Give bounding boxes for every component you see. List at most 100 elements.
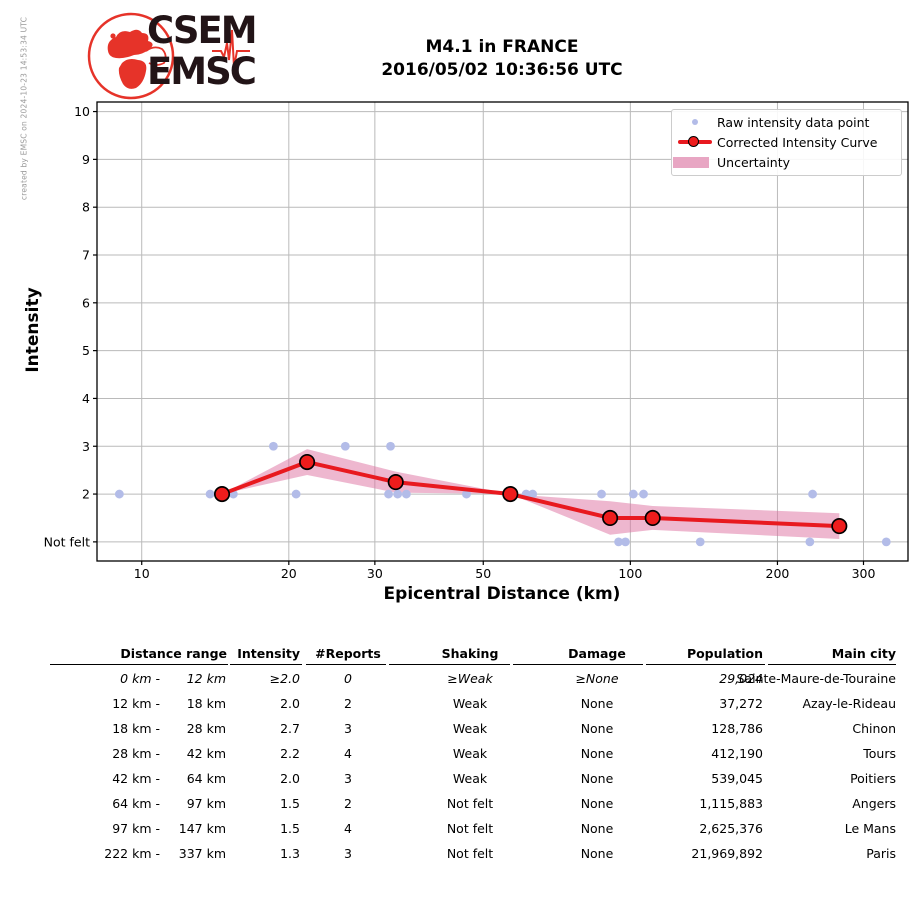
table-cell-intensity: 2.0 bbox=[280, 771, 300, 786]
table-cell-shaking: Not felt bbox=[446, 821, 494, 836]
raw-point bbox=[528, 489, 538, 499]
y-tick-label: 10 bbox=[74, 104, 90, 119]
legend-item-curve: Corrected Intensity Curve bbox=[672, 132, 901, 152]
table-cell-intensity: 1.3 bbox=[280, 846, 300, 861]
raw-point bbox=[621, 537, 630, 547]
x-tick-label: 30 bbox=[367, 566, 383, 581]
table-cell-intensity: 1.5 bbox=[280, 821, 300, 836]
table-cell-shaking: Weak bbox=[452, 721, 488, 736]
legend-label-uncertainty: Uncertainty bbox=[717, 154, 791, 170]
table-header-1: Intensity bbox=[237, 646, 300, 661]
y-tick-label: 8 bbox=[82, 200, 90, 215]
table-cell-reports: 0 bbox=[344, 671, 352, 686]
header-underline bbox=[306, 664, 386, 665]
y-tick-label: Not felt bbox=[44, 534, 90, 549]
raw-point bbox=[597, 489, 606, 499]
raw-point bbox=[695, 537, 705, 547]
table-cell-reports: 3 bbox=[344, 846, 352, 861]
table-cell-damage: None bbox=[580, 721, 614, 736]
table-cell-range-from: 42 km - bbox=[112, 771, 160, 786]
table-cell-range-from: 12 km - bbox=[112, 696, 160, 711]
table-cell-reports: 2 bbox=[344, 796, 352, 811]
table-cell-range-from: 64 km - bbox=[112, 796, 160, 811]
y-tick-label: 9 bbox=[82, 152, 90, 167]
table-cell-range-to: 28 km bbox=[186, 721, 226, 736]
raw-point bbox=[205, 489, 215, 499]
header-underline bbox=[50, 664, 228, 665]
table-cell-range-from: 28 km - bbox=[112, 746, 160, 761]
curve-swatch-icon bbox=[672, 135, 717, 147]
raw-point bbox=[269, 441, 278, 451]
table-cell-range-to: 337 km bbox=[178, 846, 226, 861]
table-cell-population: 539,045 bbox=[711, 771, 763, 786]
table-cell-damage: None bbox=[580, 796, 614, 811]
x-tick-label: 20 bbox=[281, 566, 297, 581]
table-cell-reports: 3 bbox=[344, 721, 352, 736]
x-tick-label: 300 bbox=[852, 566, 876, 581]
logo-line-csem: CSEM bbox=[147, 9, 258, 52]
raw-point bbox=[386, 441, 395, 451]
uncertainty-band bbox=[222, 449, 840, 540]
x-tick-label: 200 bbox=[766, 566, 790, 581]
table-cell-range-to: 12 km bbox=[186, 671, 226, 686]
title-datetime: 2016/05/02 10:36:56 UTC bbox=[381, 60, 623, 80]
y-tick-label: 2 bbox=[82, 487, 90, 502]
table-cell-range-from: 222 km - bbox=[104, 846, 160, 861]
table-cell-reports: 4 bbox=[344, 821, 352, 836]
header-underline bbox=[646, 664, 765, 665]
main-city-text: Angers bbox=[852, 796, 896, 811]
table-cell-range-to: 97 km bbox=[186, 796, 226, 811]
table-cell-population: 21,969,892 bbox=[691, 846, 763, 861]
table-cell-main-city: Paris bbox=[770, 841, 896, 866]
table-cell-range-from: 97 km - bbox=[112, 821, 160, 836]
table-cell-population: 412,190 bbox=[711, 746, 763, 761]
y-tick-label: 3 bbox=[82, 439, 90, 454]
raw-point bbox=[340, 441, 350, 451]
table-cell-shaking: Not felt bbox=[446, 846, 494, 861]
table-header-4: Damage bbox=[568, 646, 626, 661]
table-cell-range-to: 64 km bbox=[186, 771, 226, 786]
curve-marker bbox=[502, 486, 519, 503]
page-title: M4.1 in FRANCE 2016/05/02 10:36:56 UTC bbox=[252, 36, 752, 82]
table-cell-shaking: ≥Weak bbox=[447, 671, 493, 686]
table-cell-shaking: Weak bbox=[452, 746, 488, 761]
seismogram-trace-icon bbox=[212, 29, 250, 68]
raw-point bbox=[628, 489, 638, 499]
table-cell-main-city: Le Mans bbox=[770, 816, 896, 841]
curve-marker bbox=[644, 509, 661, 527]
table-cell-intensity: ≥2.0 bbox=[269, 671, 300, 686]
raw-point bbox=[639, 489, 648, 499]
title-event: M4.1 in FRANCE bbox=[425, 37, 579, 57]
table-cell-population: 29,024 bbox=[719, 671, 763, 686]
x-tick-label: 100 bbox=[618, 566, 642, 581]
header-underline bbox=[230, 664, 302, 665]
legend-label-raw: Raw intensity data point bbox=[717, 114, 870, 130]
raw-point bbox=[808, 489, 817, 499]
raw-point bbox=[614, 537, 623, 547]
table-cell-intensity: 2.2 bbox=[280, 746, 300, 761]
main-city-text: Sainte-Maure-de-Touraine bbox=[736, 671, 896, 686]
header-underline bbox=[768, 664, 896, 665]
table-cell-range-to: 42 km bbox=[186, 746, 226, 761]
table-cell-population: 2,625,376 bbox=[699, 821, 763, 836]
main-city-text: Le Mans bbox=[844, 821, 896, 836]
logo-line-emsc: EMSC bbox=[147, 50, 257, 93]
y-tick-label: 4 bbox=[82, 391, 90, 406]
y-tick-label: 6 bbox=[82, 295, 90, 310]
main-city-text: Paris bbox=[866, 846, 896, 861]
raw-point bbox=[805, 537, 815, 547]
x-tick-label: 50 bbox=[475, 566, 491, 581]
raw-point bbox=[881, 537, 891, 547]
table-cell-shaking: Not felt bbox=[446, 796, 494, 811]
legend-label-curve: Corrected Intensity Curve bbox=[717, 134, 878, 150]
table-cell-intensity: 2.0 bbox=[280, 696, 300, 711]
table-cell-damage: None bbox=[580, 771, 614, 786]
table-cell-shaking: Weak bbox=[452, 696, 488, 711]
table-header-0: Distance range bbox=[120, 646, 227, 661]
curve-marker bbox=[299, 453, 316, 471]
table-cell-range-to: 18 km bbox=[186, 696, 226, 711]
table-cell-range-to: 147 km bbox=[178, 821, 226, 836]
table-cell-intensity: 2.7 bbox=[280, 721, 300, 736]
